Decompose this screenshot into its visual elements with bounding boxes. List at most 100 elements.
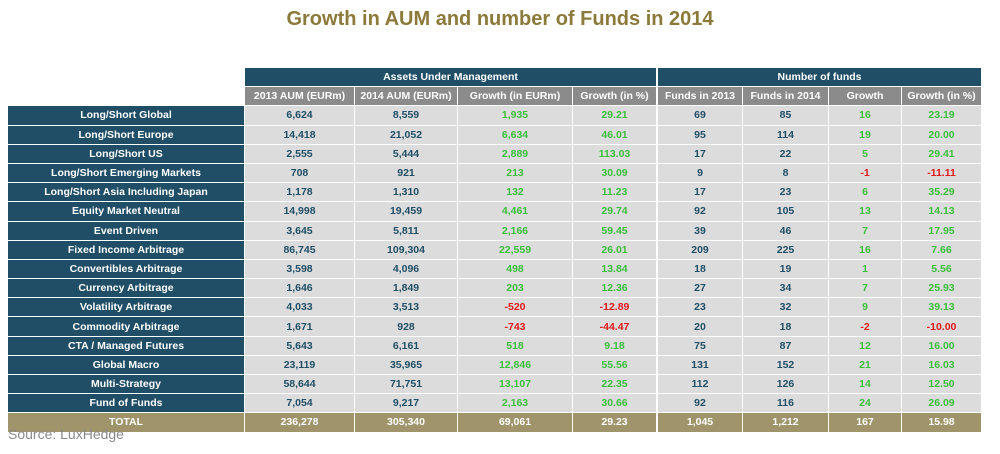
table-cell: 16.00 bbox=[901, 335, 981, 355]
row-label: Long/Short Europe bbox=[8, 124, 244, 144]
table-cell: 23,119 bbox=[244, 354, 354, 374]
table-row: Long/Short Europe 14,418 21,052 6,634 46.01 9… bbox=[8, 124, 981, 144]
total-cell: 69,061 bbox=[457, 412, 572, 432]
table-cell: 35.29 bbox=[901, 182, 981, 202]
table-cell: 29.74 bbox=[572, 201, 656, 221]
column-header: Funds in 2013 bbox=[656, 86, 742, 106]
table-cell: 9,217 bbox=[354, 393, 457, 413]
table-cell: 2,163 bbox=[457, 393, 572, 413]
table-cell: 6,624 bbox=[244, 105, 354, 125]
table-cell: 30.09 bbox=[572, 162, 656, 183]
table-cell: 92 bbox=[656, 201, 742, 221]
table-cell: 2,889 bbox=[457, 143, 572, 163]
table-cell: 21 bbox=[828, 354, 901, 374]
table-cell: 11.23 bbox=[572, 182, 656, 202]
table-row: Volatility Arbitrage 4,033 3,513 -520 -12.89… bbox=[8, 297, 981, 317]
table-cell: 86,745 bbox=[244, 239, 354, 259]
table-cell: 20 bbox=[656, 316, 742, 336]
column-header-row: 2013 AUM (EURm) 2014 AUM (EURm) Growth (in… bbox=[8, 86, 981, 106]
table-cell: 5 bbox=[828, 143, 901, 163]
total-cell: 29.23 bbox=[572, 412, 656, 432]
source-note: Source: LuxHedge bbox=[8, 426, 124, 442]
aum-funds-table: Assets Under Management Number of funds … bbox=[8, 68, 981, 432]
column-header: Growth (in EURm) bbox=[457, 86, 572, 106]
table-cell: 58,644 bbox=[244, 374, 354, 394]
table-cell: 114 bbox=[742, 124, 828, 144]
row-label: CTA / Managed Futures bbox=[8, 335, 244, 355]
table-body: Long/Short Global 6,624 8,559 1,935 29.21 69 8… bbox=[8, 105, 981, 432]
table-cell: 13 bbox=[828, 201, 901, 221]
table-cell: 39.13 bbox=[901, 297, 981, 317]
table-cell: -2 bbox=[828, 316, 901, 336]
table-cell: 8,559 bbox=[354, 105, 457, 125]
table-cell: 9 bbox=[828, 297, 901, 317]
table-cell: -12.89 bbox=[572, 297, 656, 317]
table-cell: 1,671 bbox=[244, 316, 354, 336]
column-header: Funds in 2014 bbox=[742, 86, 828, 106]
table-cell: 14,998 bbox=[244, 201, 354, 221]
table-cell: -520 bbox=[457, 297, 572, 317]
table-cell: 225 bbox=[742, 239, 828, 259]
table-cell: 34 bbox=[742, 278, 828, 298]
total-label: TOTAL bbox=[8, 412, 244, 432]
table-cell: 921 bbox=[354, 162, 457, 183]
table-cell: 7 bbox=[828, 278, 901, 298]
table-cell: 17.95 bbox=[901, 220, 981, 240]
table-cell: 1,310 bbox=[354, 182, 457, 202]
table-cell: 518 bbox=[457, 335, 572, 355]
table-cell: 2,166 bbox=[457, 220, 572, 240]
table-cell: 26.01 bbox=[572, 239, 656, 259]
table-row: Fixed Income Arbitrage 86,745 109,304 22,55… bbox=[8, 239, 981, 259]
table-cell: 92 bbox=[656, 393, 742, 413]
column-header: Growth bbox=[828, 86, 901, 106]
table-cell: 23 bbox=[742, 182, 828, 202]
table-row: Long/Short US 2,555 5,444 2,889 113.03 17 22 5 2… bbox=[8, 143, 981, 163]
table-cell: 112 bbox=[656, 374, 742, 394]
table-cell: 16.03 bbox=[901, 354, 981, 374]
table-cell: 4,461 bbox=[457, 201, 572, 221]
row-label: Event Driven bbox=[8, 220, 244, 240]
table-cell: 3,513 bbox=[354, 297, 457, 317]
table-cell: -1 bbox=[828, 162, 901, 183]
group-header-funds: Number of funds bbox=[656, 68, 981, 87]
table-cell: 19 bbox=[828, 124, 901, 144]
table-cell: 105 bbox=[742, 201, 828, 221]
table-row: Event Driven 3,645 5,811 2,166 59.45 39 46 7 17.… bbox=[8, 220, 981, 240]
column-header: 2014 AUM (EURm) bbox=[354, 86, 457, 106]
row-label: Long/Short Asia Including Japan bbox=[8, 182, 244, 202]
table-cell: 55.56 bbox=[572, 354, 656, 374]
table-cell: 18 bbox=[742, 316, 828, 336]
table-cell: 87 bbox=[742, 335, 828, 355]
table-cell: 12 bbox=[828, 335, 901, 355]
table-cell: 9 bbox=[656, 162, 742, 183]
table-cell: -743 bbox=[457, 316, 572, 336]
table-cell: 203 bbox=[457, 278, 572, 298]
table-row: Currency Arbitrage 1,646 1,849 203 12.36 27 34… bbox=[8, 278, 981, 298]
table-row: Long/Short Asia Including Japan 1,178 1,31… bbox=[8, 182, 981, 202]
row-label: Multi-Strategy bbox=[8, 374, 244, 394]
table-cell: 95 bbox=[656, 124, 742, 144]
table-cell: 4,033 bbox=[244, 297, 354, 317]
total-cell: 1,212 bbox=[742, 412, 828, 432]
row-label: Long/Short Global bbox=[8, 105, 244, 125]
table-cell: 131 bbox=[656, 354, 742, 374]
table-row: Convertibles Arbitrage 3,598 4,096 498 13.84… bbox=[8, 258, 981, 279]
table-cell: 59.45 bbox=[572, 220, 656, 240]
table-cell: 113.03 bbox=[572, 143, 656, 163]
total-cell: 236,278 bbox=[244, 412, 354, 432]
table-cell: -10.00 bbox=[901, 316, 981, 336]
table-cell: 6,634 bbox=[457, 124, 572, 144]
table-cell: 4,096 bbox=[354, 258, 457, 279]
group-header-aum: Assets Under Management bbox=[244, 68, 656, 87]
table-cell: 39 bbox=[656, 220, 742, 240]
table-cell: 8 bbox=[742, 162, 828, 183]
table-row: CTA / Managed Futures 5,643 6,161 518 9.18 75… bbox=[8, 335, 981, 355]
row-label: Volatility Arbitrage bbox=[8, 297, 244, 317]
table-cell: 928 bbox=[354, 316, 457, 336]
table-cell: 109,304 bbox=[354, 239, 457, 259]
table-cell: 22.35 bbox=[572, 374, 656, 394]
table-cell: 20.00 bbox=[901, 124, 981, 144]
table-cell: 69 bbox=[656, 105, 742, 125]
table-cell: 26.09 bbox=[901, 393, 981, 413]
row-label: Long/Short US bbox=[8, 143, 244, 163]
